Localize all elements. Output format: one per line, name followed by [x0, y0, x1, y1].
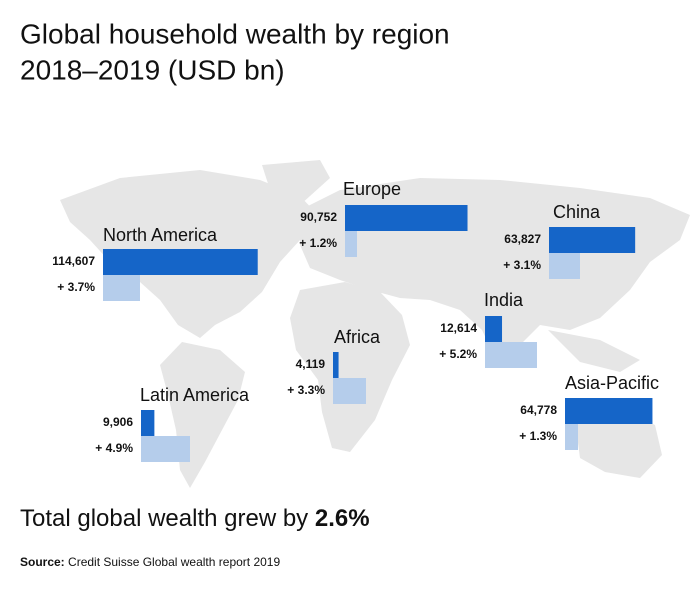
growth-bar	[345, 231, 357, 257]
region-name: Asia-Pacific	[565, 373, 659, 393]
wealth-label: 9,906	[103, 415, 133, 429]
wealth-label: 64,778	[520, 403, 557, 417]
growth-bar	[485, 342, 537, 368]
wealth-label: 114,607	[52, 254, 95, 268]
growth-label: + 1.3%	[519, 429, 557, 443]
wealth-label: 12,614	[440, 321, 477, 335]
growth-label: + 5.2%	[439, 347, 477, 361]
source: Source: Credit Suisse Global wealth repo…	[20, 555, 280, 569]
wealth-label: 4,119	[296, 357, 326, 371]
wealth-bar	[141, 410, 155, 436]
growth-label: + 3.7%	[57, 280, 95, 294]
growth-bar	[333, 378, 366, 404]
source-label: Source:	[20, 555, 65, 569]
wealth-bar	[103, 249, 258, 275]
wealth-bar	[333, 352, 339, 378]
growth-bar	[103, 275, 140, 301]
growth-bar	[141, 436, 190, 462]
growth-label: + 4.9%	[95, 441, 133, 455]
growth-label: + 1.2%	[299, 236, 337, 250]
wealth-label: 63,827	[504, 232, 541, 246]
total-text: Total global wealth grew by 2.6%	[20, 505, 370, 532]
growth-bar	[565, 424, 578, 450]
growth-label: + 3.1%	[503, 258, 541, 272]
source-text: Credit Suisse Global wealth report 2019	[68, 555, 280, 569]
chart-title: Global household wealth by region	[20, 18, 450, 49]
region-name: Europe	[343, 179, 401, 199]
total-value: 2.6%	[315, 505, 370, 532]
wealth-label: 90,752	[300, 210, 337, 224]
region-name: Latin America	[140, 385, 250, 405]
growth-bar	[549, 253, 580, 279]
wealth-bar	[345, 205, 468, 231]
region-name: China	[553, 202, 601, 222]
wealth-bar	[485, 316, 503, 342]
chart-subtitle: 2018–2019 (USD bn)	[20, 54, 285, 85]
region-name: Africa	[334, 327, 381, 347]
region-name: North America	[103, 225, 218, 245]
region-name: India	[484, 290, 524, 310]
wealth-bar	[549, 227, 636, 253]
growth-label: + 3.3%	[287, 383, 325, 397]
total-label: Total global wealth grew by	[20, 505, 308, 532]
wealth-bar	[565, 398, 653, 424]
